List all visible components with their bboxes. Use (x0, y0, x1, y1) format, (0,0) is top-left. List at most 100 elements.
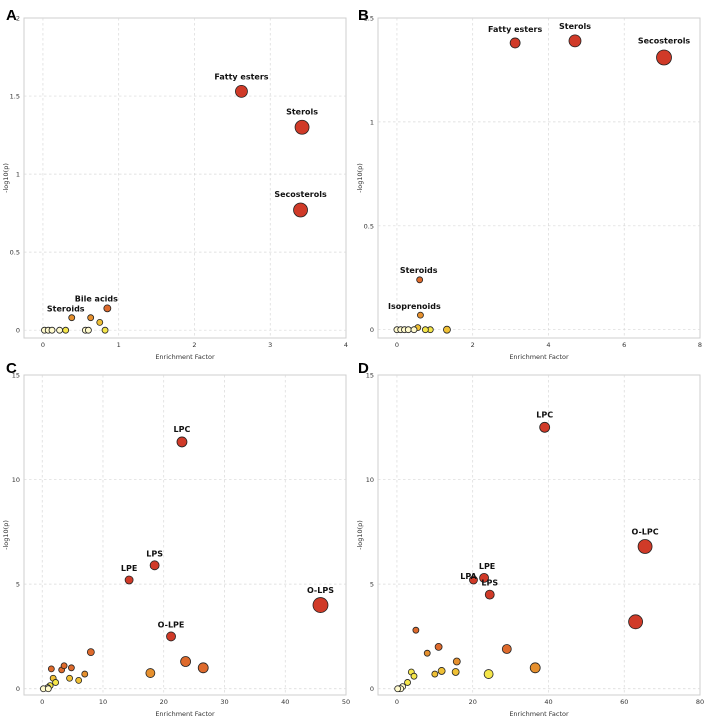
data-point (293, 202, 308, 218)
panel-letter: D (358, 360, 369, 377)
x-tick-label: 80 (696, 698, 704, 706)
x-tick-label: 50 (342, 698, 350, 706)
point-label: LPE (121, 564, 137, 573)
chart-panel-c: C 0 10 20 30 40 50 0 5 10 15 Enrichment Factor -log1… (2, 360, 350, 718)
data-point (404, 326, 412, 334)
point-label: Secosterols (638, 36, 691, 45)
data-point (312, 597, 329, 613)
y-tick-label: 10 (12, 476, 20, 484)
x-tick-label: 40 (281, 698, 289, 706)
x-tick-label: 2 (471, 341, 475, 349)
data-point (394, 685, 402, 693)
y-tick-label: 0.5 (364, 222, 374, 230)
data-point (452, 657, 461, 666)
plot-frame (23, 374, 347, 696)
x-tick-label: 2 (192, 341, 196, 349)
x-tick-label: 0 (395, 341, 399, 349)
data-point (509, 37, 521, 49)
y-tick-label: 0 (370, 326, 374, 334)
plot-frame (377, 374, 701, 696)
y-axis-label: -log10(p) (2, 163, 10, 193)
data-point (423, 649, 431, 657)
y-tick-label: 0.5 (10, 249, 20, 257)
data-point (176, 436, 188, 448)
data-point (86, 648, 95, 657)
data-point (484, 589, 495, 600)
point-label: Steroids (400, 266, 438, 275)
x-tick-label: 0 (40, 698, 44, 706)
point-label: LPC (536, 410, 553, 419)
data-point (47, 665, 55, 673)
point-label: O-LPS (307, 586, 334, 595)
data-point (166, 631, 176, 642)
data-point (52, 679, 59, 686)
y-tick-label: 5 (16, 581, 20, 589)
y-tick-label: 0 (16, 685, 20, 693)
data-point (101, 326, 109, 334)
x-axis-label: Enrichment Factor (509, 710, 569, 718)
y-axis-label: -log10(p) (356, 520, 364, 550)
data-point (96, 318, 104, 326)
y-tick-label: 0 (16, 327, 20, 335)
data-point (417, 311, 424, 319)
data-point (412, 626, 420, 634)
y-tick-label: 10 (366, 476, 374, 484)
y-tick-label: 15 (366, 372, 374, 380)
x-tick-label: 1 (117, 341, 121, 349)
point-label: Fatty esters (488, 25, 542, 34)
point-label: Sterols (559, 22, 591, 31)
point-label: LPS (481, 579, 498, 588)
data-point (434, 642, 443, 651)
y-tick-label: 15 (12, 372, 20, 380)
x-axis-label: Enrichment Factor (155, 710, 215, 718)
chart-panel-b: B 0 2 4 6 8 0 0.5 1 1.5 Enrichment Factor -log10(p)… (356, 7, 702, 361)
data-point (656, 49, 672, 66)
point-label: Fatty esters (214, 72, 268, 81)
x-tick-label: 0 (395, 698, 399, 706)
y-tick-label: 2 (16, 15, 20, 23)
data-point (48, 326, 56, 334)
y-axis-label: -log10(p) (2, 520, 10, 550)
data-point (637, 539, 653, 554)
y-axis-label: -log10(p) (356, 163, 364, 193)
x-tick-label: 4 (546, 341, 550, 349)
chart-panel-a: A 0 1 2 3 4 0 0.5 1 1.5 2 Enrichment Factor -log10(p… (2, 7, 348, 361)
x-tick-label: 30 (220, 698, 228, 706)
x-tick-label: 4 (344, 341, 348, 349)
plot-frame (377, 17, 701, 339)
point-label: Bile acids (75, 294, 118, 303)
x-tick-label: 8 (698, 341, 702, 349)
panel-letter: A (6, 7, 17, 24)
data-point (85, 326, 92, 334)
y-tick-label: 1 (16, 171, 20, 179)
data-point (197, 662, 209, 674)
y-tick-label: 5 (370, 581, 374, 589)
data-point (44, 685, 52, 693)
y-tick-label: 1 (370, 118, 374, 126)
data-point (437, 667, 446, 675)
point-label: Isoprenoids (388, 302, 441, 311)
data-point (421, 326, 429, 334)
panel-letter: C (6, 360, 17, 377)
data-point (501, 644, 512, 654)
data-point (87, 314, 95, 322)
data-point (568, 34, 582, 48)
x-axis-label: Enrichment Factor (155, 353, 215, 361)
y-tick-label: 1.5 (364, 15, 374, 23)
x-tick-label: 40 (544, 698, 552, 706)
chart-panel-d: D 0 20 40 60 80 0 5 10 15 Enrichment Factor -log10(… (356, 360, 704, 718)
y-tick-label: 1.5 (10, 93, 20, 101)
data-point (149, 560, 160, 571)
data-point (431, 670, 439, 678)
point-label: O-LPC (632, 528, 659, 537)
data-point (410, 672, 418, 680)
x-axis-label: Enrichment Factor (509, 353, 569, 361)
data-point (443, 325, 451, 334)
point-label: LPC (174, 425, 191, 434)
data-point (469, 575, 478, 585)
x-tick-label: 6 (622, 341, 626, 349)
data-point (404, 679, 411, 686)
data-point (479, 572, 489, 583)
data-point (124, 575, 134, 585)
data-point (103, 304, 112, 313)
